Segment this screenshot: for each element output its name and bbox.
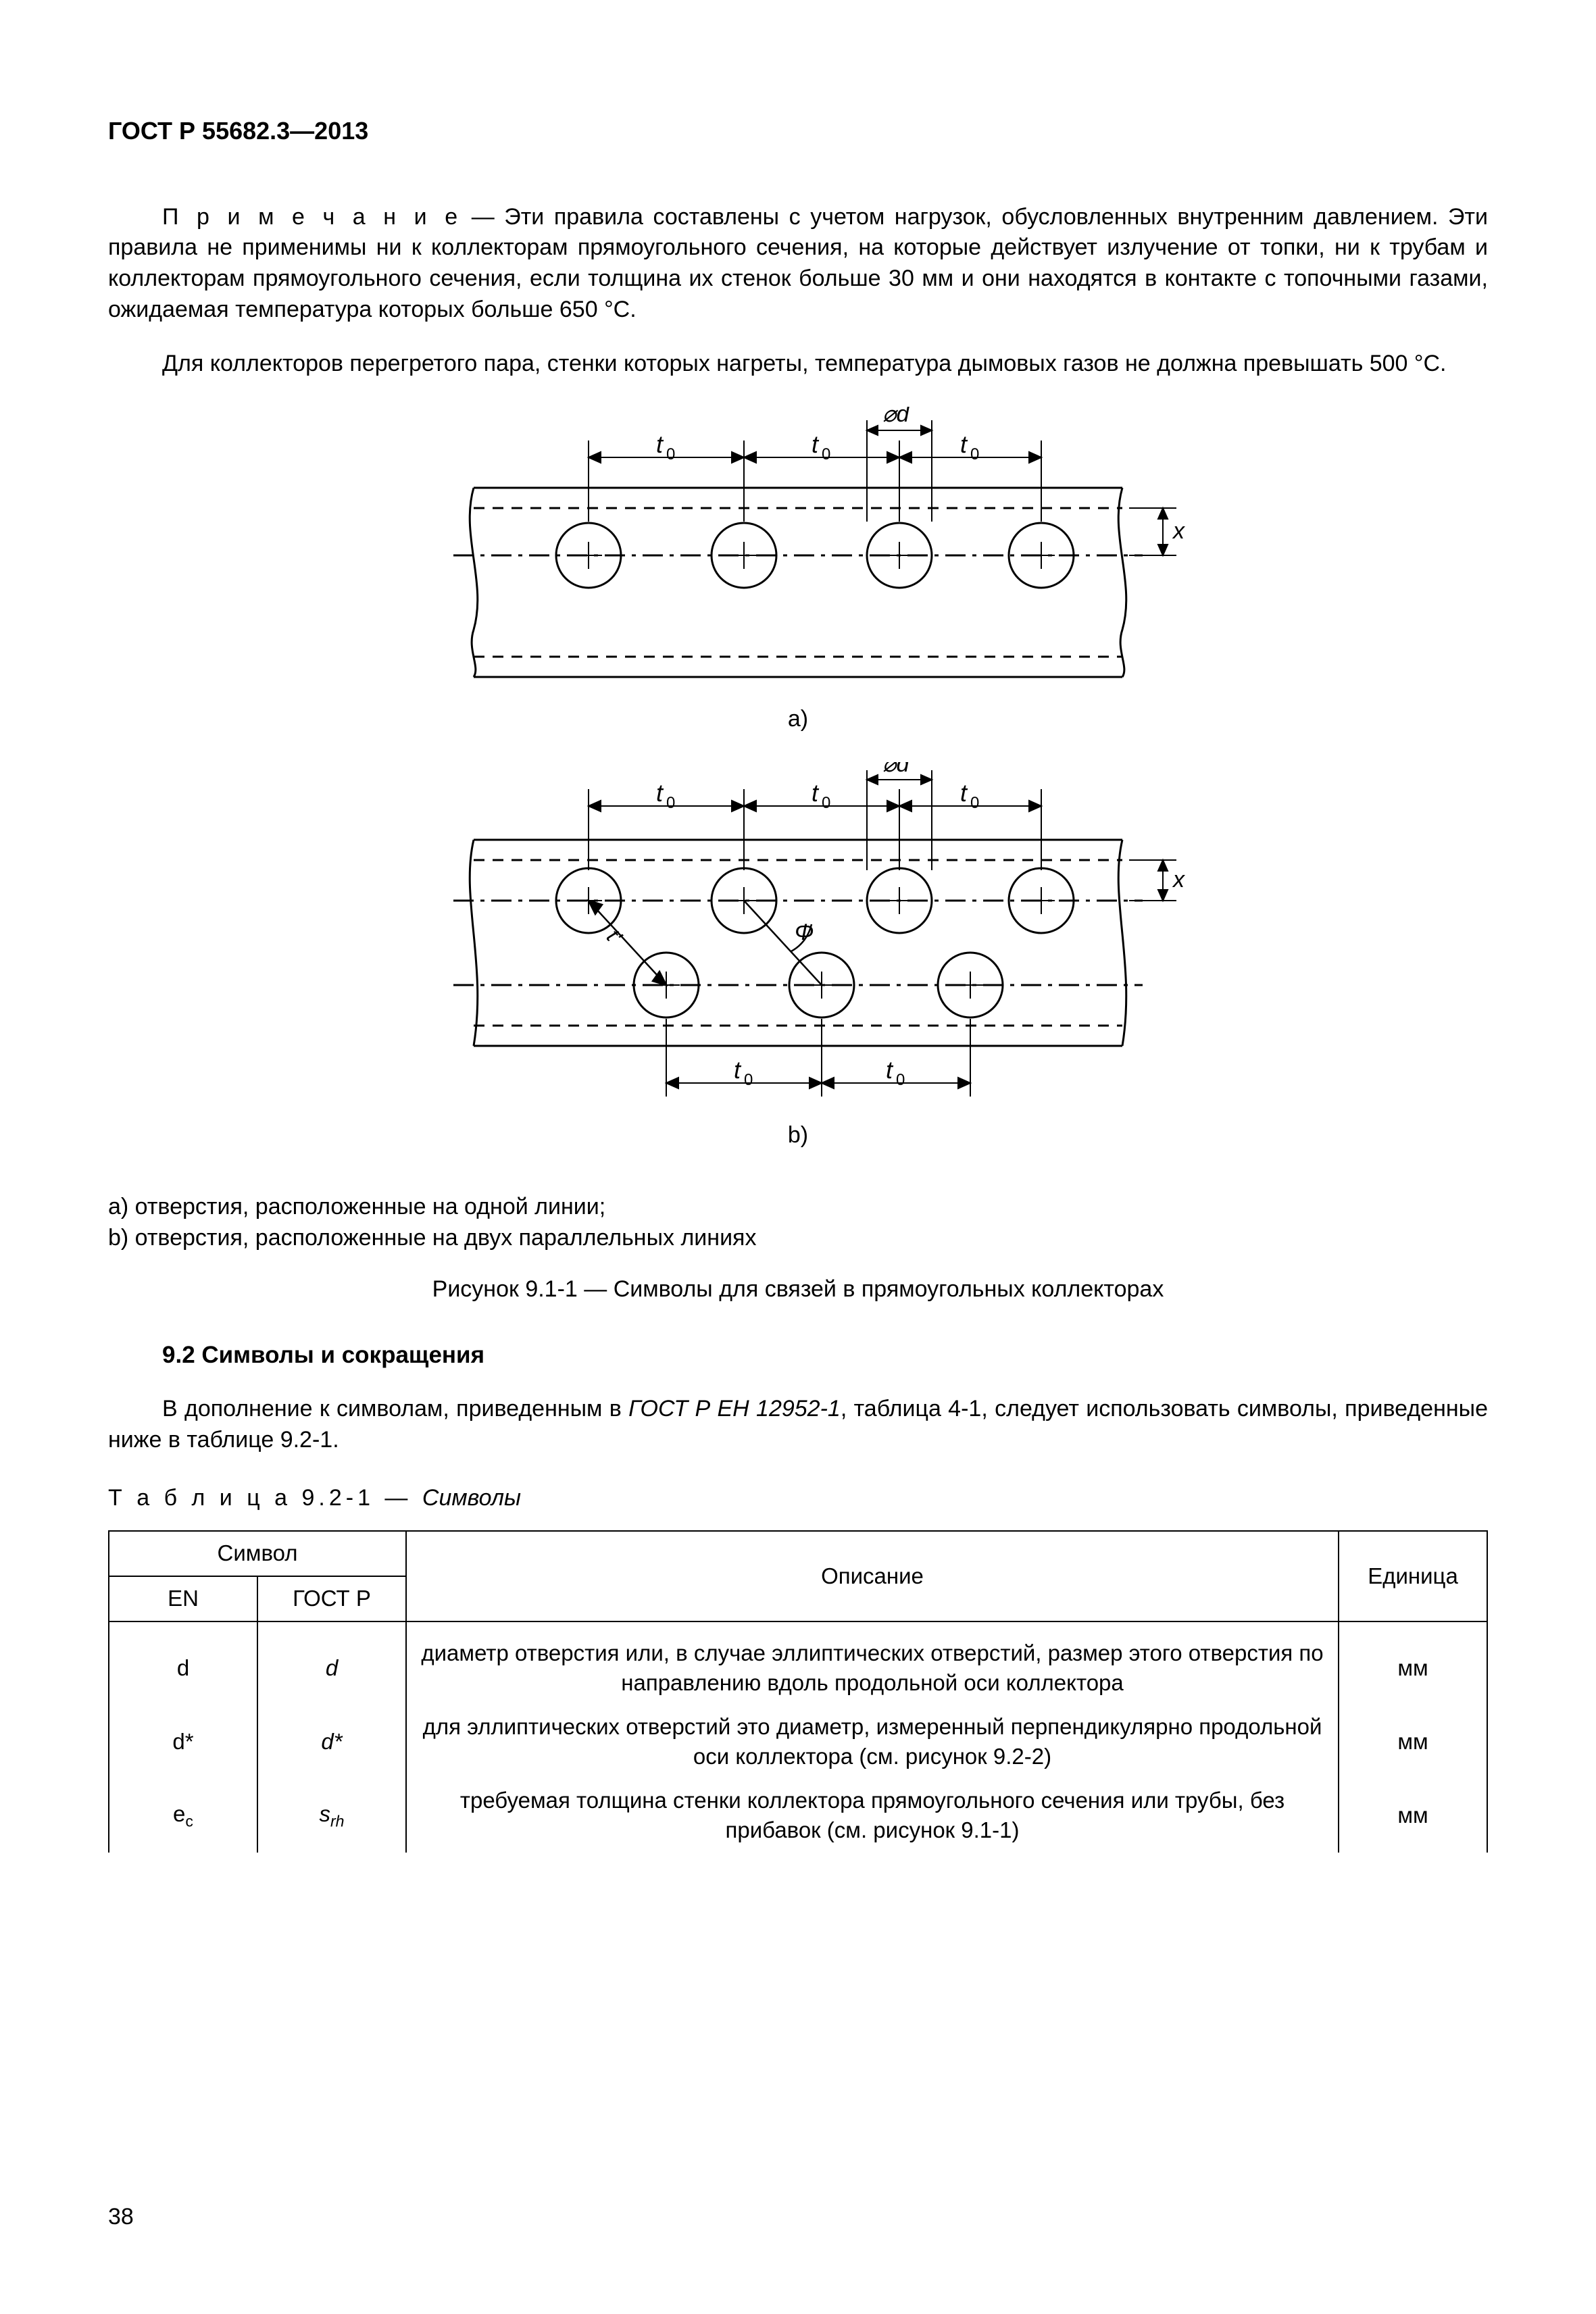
page-number: 38 [108,2202,134,2233]
svg-text:t: t [960,779,968,807]
caption-a: a) отверстия, расположенные на одной лин… [108,1192,1488,1223]
svg-text:0: 0 [970,445,979,463]
svg-text:t: t [812,430,820,458]
cell-unit: мм [1339,1705,1487,1779]
svg-text:0: 0 [666,445,675,463]
svg-text:x: x [1172,518,1185,544]
cell-gost: srh [257,1779,406,1853]
note-paragraph: П р и м е ч а н и е — Эти правила состав… [108,202,1488,326]
svg-text:0: 0 [970,794,979,812]
document-header: ГОСТ Р 55682.3—2013 [108,115,1488,148]
section-para-em: ГОСТ Р ЕН 12952-1 [628,1396,841,1422]
figure-b: t0 t0 t0 ⌀d x t' Φ t0 t0 b) [108,762,1488,1151]
svg-text:0: 0 [896,1071,905,1089]
section-paragraph: В дополнение к символам, приведенным в Г… [108,1394,1488,1456]
symbols-table: Символ Описание Единица EN ГОСТ Р d d ди… [108,1530,1488,1852]
figure-b-label: b) [108,1120,1488,1151]
cell-desc: для эллиптических отверстий это диаметр,… [406,1705,1339,1779]
svg-text:⌀d: ⌀d [882,762,909,777]
table-row: ec srh требуемая толщина стенки коллекто… [109,1779,1487,1853]
figure-a-svg: t0 t0 t0 ⌀d x [393,407,1203,697]
svg-text:0: 0 [822,445,830,463]
figure-b-svg: t0 t0 t0 ⌀d x t' Φ t0 t0 [393,762,1203,1113]
table-body: d d диаметр отверстия или, в случае элли… [109,1621,1487,1853]
section-para-pre: В дополнение к символам, приведенным в [162,1396,628,1422]
th-symbol: Символ [109,1531,406,1576]
svg-text:0: 0 [822,794,830,812]
cell-en: d* [109,1705,257,1779]
table-row: d* d* для эллиптических отверстий это ди… [109,1705,1487,1779]
svg-text:⌀d: ⌀d [882,407,909,427]
svg-text:t: t [656,779,664,807]
paragraph-2: Для коллекторов перегретого пара, стенки… [108,349,1488,380]
cell-unit: мм [1339,1779,1487,1853]
svg-text:t: t [886,1056,894,1084]
section-heading: 9.2 Символы и сокращения [108,1339,1488,1371]
th-unit: Единица [1339,1531,1487,1621]
svg-text:t: t [812,779,820,807]
cell-en: d [109,1621,257,1705]
figure-title: Рисунок 9.1-1 — Символы для связей в пря… [108,1274,1488,1305]
table-caption-label: Т а б л и ц а 9.2-1 — [108,1485,422,1511]
cell-en: ec [109,1779,257,1853]
cell-gost: d [257,1621,406,1705]
cell-desc: требуемая толщина стенки коллектора прям… [406,1779,1339,1853]
table-caption: Т а б л и ц а 9.2-1 — Символы [108,1483,1488,1514]
svg-text:0: 0 [666,794,675,812]
th-en: EN [109,1576,257,1621]
table-row: d d диаметр отверстия или, в случае элли… [109,1621,1487,1705]
figure-a-label: a) [108,704,1488,735]
svg-text:x: x [1172,867,1185,892]
caption-b: b) отверстия, расположенные на двух пара… [108,1223,1488,1254]
svg-text:0: 0 [744,1071,753,1089]
cell-desc: диаметр отверстия или, в случае эллиптич… [406,1621,1339,1705]
svg-text:t: t [656,430,664,458]
figure-a: t0 t0 t0 ⌀d x a) [108,407,1488,735]
th-description: Описание [406,1531,1339,1621]
table-caption-em: Символы [422,1485,521,1511]
cell-gost: d* [257,1705,406,1779]
th-gost: ГОСТ Р [257,1576,406,1621]
cell-unit: мм [1339,1621,1487,1705]
svg-text:t: t [734,1056,742,1084]
svg-text:Φ: Φ [795,920,814,945]
svg-text:t: t [960,430,968,458]
note-label: П р и м е ч а н и е [162,204,462,230]
figure-captions: a) отверстия, расположенные на одной лин… [108,1192,1488,1254]
page-root: ГОСТ Р 55682.3—2013 П р и м е ч а н и е … [0,0,1596,2314]
